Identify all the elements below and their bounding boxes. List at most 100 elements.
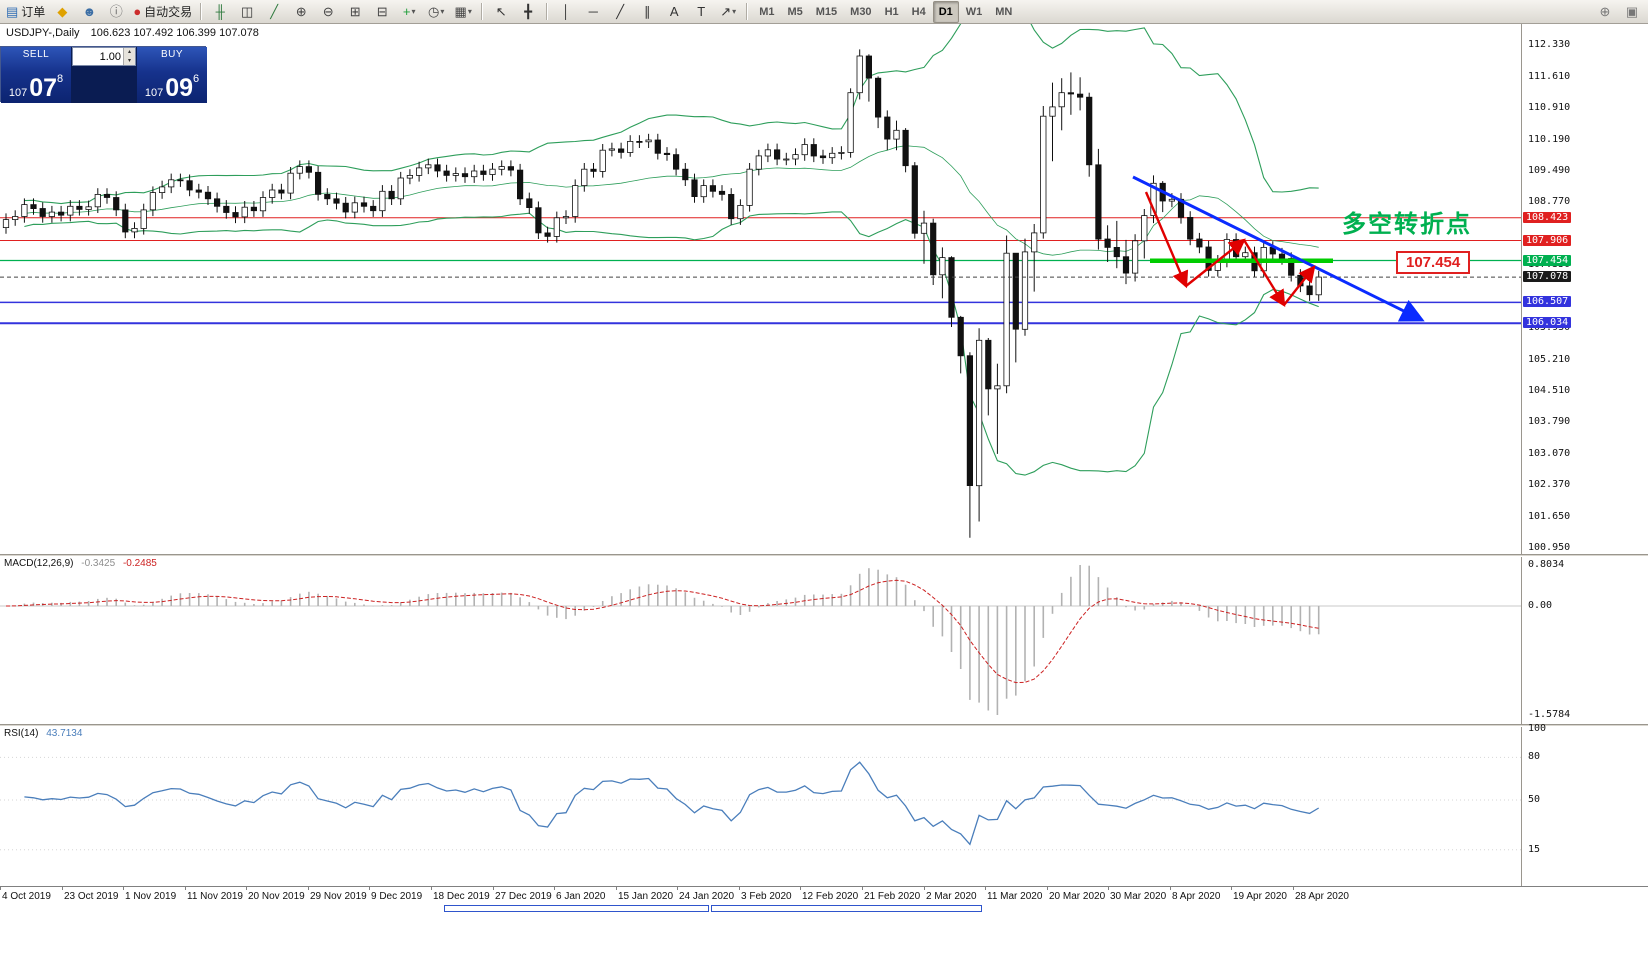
rsi-panel-separator[interactable] [0, 724, 1648, 727]
zoom-window-button[interactable]: ⊕ [1592, 1, 1618, 23]
date-label: 2 Mar 2020 [926, 891, 977, 902]
timeframe-m30-button[interactable]: M30 [850, 5, 872, 18]
date-label: 18 Dec 2019 [433, 891, 490, 902]
date-label: 21 Feb 2020 [864, 891, 921, 902]
price-tick-label: 0.00 [1528, 600, 1553, 611]
label-tool-icon: T [697, 4, 706, 19]
info-icon-button[interactable]: ⓘ [103, 1, 129, 23]
horizontal-line-tool-button[interactable]: ─ [580, 1, 606, 23]
time-tick [431, 887, 432, 890]
price-tick-label: 103.070 [1528, 448, 1571, 459]
sell-label: SELL [22, 49, 50, 60]
price-tick-label: 50 [1528, 794, 1541, 805]
trendline-tool-button[interactable]: ╱ [607, 1, 633, 23]
date-label: 19 Apr 2020 [1233, 891, 1287, 902]
bottom-box-right [711, 905, 982, 912]
template-icon: ▦ [454, 4, 467, 19]
volume-up-button[interactable]: ▴ [127, 49, 131, 55]
time-axis[interactable]: 4 Oct 2019 23 Oct 2019 1 Nov 2019 11 Nov 20… [0, 886, 1648, 904]
arrows-tool-button[interactable]: ↗ ▾ [715, 1, 741, 23]
line-chart-icon-button[interactable]: ╱ [261, 1, 287, 23]
volume-down-button[interactable]: ▾ [127, 57, 131, 64]
zoom-out-button[interactable]: ⊖ [315, 1, 341, 23]
rsi-value: 43.7134 [46, 728, 83, 739]
date-label: 20 Mar 2020 [1049, 891, 1106, 902]
macd-label: MACD(12,26,9) [4, 558, 74, 569]
crosshair-tool-button[interactable]: ╋ [515, 1, 541, 23]
new-chart-window-button[interactable]: ▣ [1619, 1, 1645, 23]
turning-point-annotation[interactable]: 多空转折点 [1342, 211, 1472, 238]
toolbar-separator [546, 3, 549, 20]
sell-price: 107 07 8 [8, 74, 63, 101]
timeframe-h4-button[interactable]: H4 [911, 5, 926, 18]
candlestick-chart-icon-button[interactable]: ◫ [234, 1, 260, 23]
time-tick [677, 887, 678, 890]
toolbar-separator [200, 3, 203, 20]
price-tick-label: 103.790 [1528, 416, 1571, 427]
date-label: 28 Apr 2020 [1295, 891, 1349, 902]
new-order-icon: ▤ [6, 4, 19, 19]
vertical-line-tool-icon: │ [562, 4, 571, 19]
text-tool-icon: A [669, 4, 679, 19]
time-tick [62, 887, 63, 890]
rsi-header: RSI(14) 43.7134 [4, 728, 87, 739]
timeframe-mn-button[interactable]: MN [995, 5, 1013, 18]
text-tool-button[interactable]: A [661, 1, 687, 23]
market-icon-button[interactable]: ◆ [49, 1, 75, 23]
tile-windows-button[interactable]: ⊞ [342, 1, 368, 23]
accounts-icon-button[interactable]: ☻ [76, 1, 102, 23]
sell-button[interactable]: SELL 107 07 8 [1, 47, 72, 103]
channel-tool-button[interactable]: ∥ [634, 1, 660, 23]
time-tick [1047, 887, 1048, 890]
bar-chart-icon-button[interactable]: ╫ [207, 1, 233, 23]
price-tick-label: -1.5784 [1528, 709, 1571, 720]
macd-panel-separator[interactable] [0, 554, 1648, 557]
timeframe-h1-button[interactable]: H1 [884, 5, 899, 18]
main-chart-canvas[interactable] [0, 0, 1521, 554]
vertical-line-tool-button[interactable]: │ [553, 1, 579, 23]
volume-input[interactable] [73, 48, 123, 65]
date-label: 11 Nov 2019 [187, 891, 243, 902]
time-tick [739, 887, 740, 890]
date-label: 20 Nov 2019 [248, 891, 305, 902]
sell-price-prefix: 107 [8, 87, 28, 99]
date-label: 29 Nov 2019 [310, 891, 367, 902]
rsi-panel-canvas[interactable] [0, 727, 1521, 886]
timeframe-d1-button[interactable]: D1 [932, 0, 959, 23]
timeframe-w1-button[interactable]: W1 [965, 5, 983, 18]
toolbar-separator [481, 3, 484, 20]
arrange-windows-button[interactable]: ⊟ [369, 1, 395, 23]
price-callout-label[interactable]: 107.454 [1396, 251, 1471, 274]
periods-button[interactable]: ◷ ▾ [423, 1, 449, 23]
time-tick [308, 887, 309, 890]
label-tool-button[interactable]: T [688, 1, 714, 23]
date-label: 6 Jan 2020 [556, 891, 606, 902]
price-level-label: 108.423 [1523, 212, 1572, 223]
buy-button[interactable]: BUY 107 09 6 [136, 47, 207, 103]
price-axis[interactable]: 112.330 111.610 110.910 110.190 109.490 108.7… [1522, 24, 1648, 886]
new-order-button[interactable]: ▤ 订单 [3, 1, 48, 23]
date-label: 12 Feb 2020 [802, 891, 859, 902]
timeframe-m1-button[interactable]: M1 [759, 5, 775, 18]
timeframe-m5-button[interactable]: M5 [787, 5, 803, 18]
time-tick [616, 887, 617, 890]
chart-title: USDJPY-,Daily 106.623 107.492 106.399 10… [6, 27, 259, 39]
date-label: 30 Mar 2020 [1110, 891, 1167, 902]
buy-price: 107 09 6 [145, 74, 199, 101]
horizontal-line-tool-icon: ─ [588, 4, 598, 19]
date-label: 15 Jan 2020 [618, 891, 674, 902]
macd-panel-canvas[interactable] [0, 557, 1521, 724]
autotrading-button[interactable]: ● 自动交易 [130, 1, 195, 23]
add-indicator-icon: + [402, 4, 411, 19]
add-indicator-button[interactable]: + ▾ [396, 1, 422, 23]
price-axis-separator [1521, 24, 1522, 886]
price-tick-label: 100.950 [1528, 542, 1571, 553]
new-chart-window-icon: ▣ [1625, 4, 1639, 19]
macd-main-value: -0.3425 [81, 558, 116, 569]
timeframe-m15-button[interactable]: M15 [815, 5, 838, 18]
price-tick-label: 110.190 [1528, 134, 1571, 145]
zoom-in-button[interactable]: ⊕ [288, 1, 314, 23]
cursor-tool-button[interactable]: ↖ [488, 1, 514, 23]
template-button[interactable]: ▦ ▾ [450, 1, 476, 23]
